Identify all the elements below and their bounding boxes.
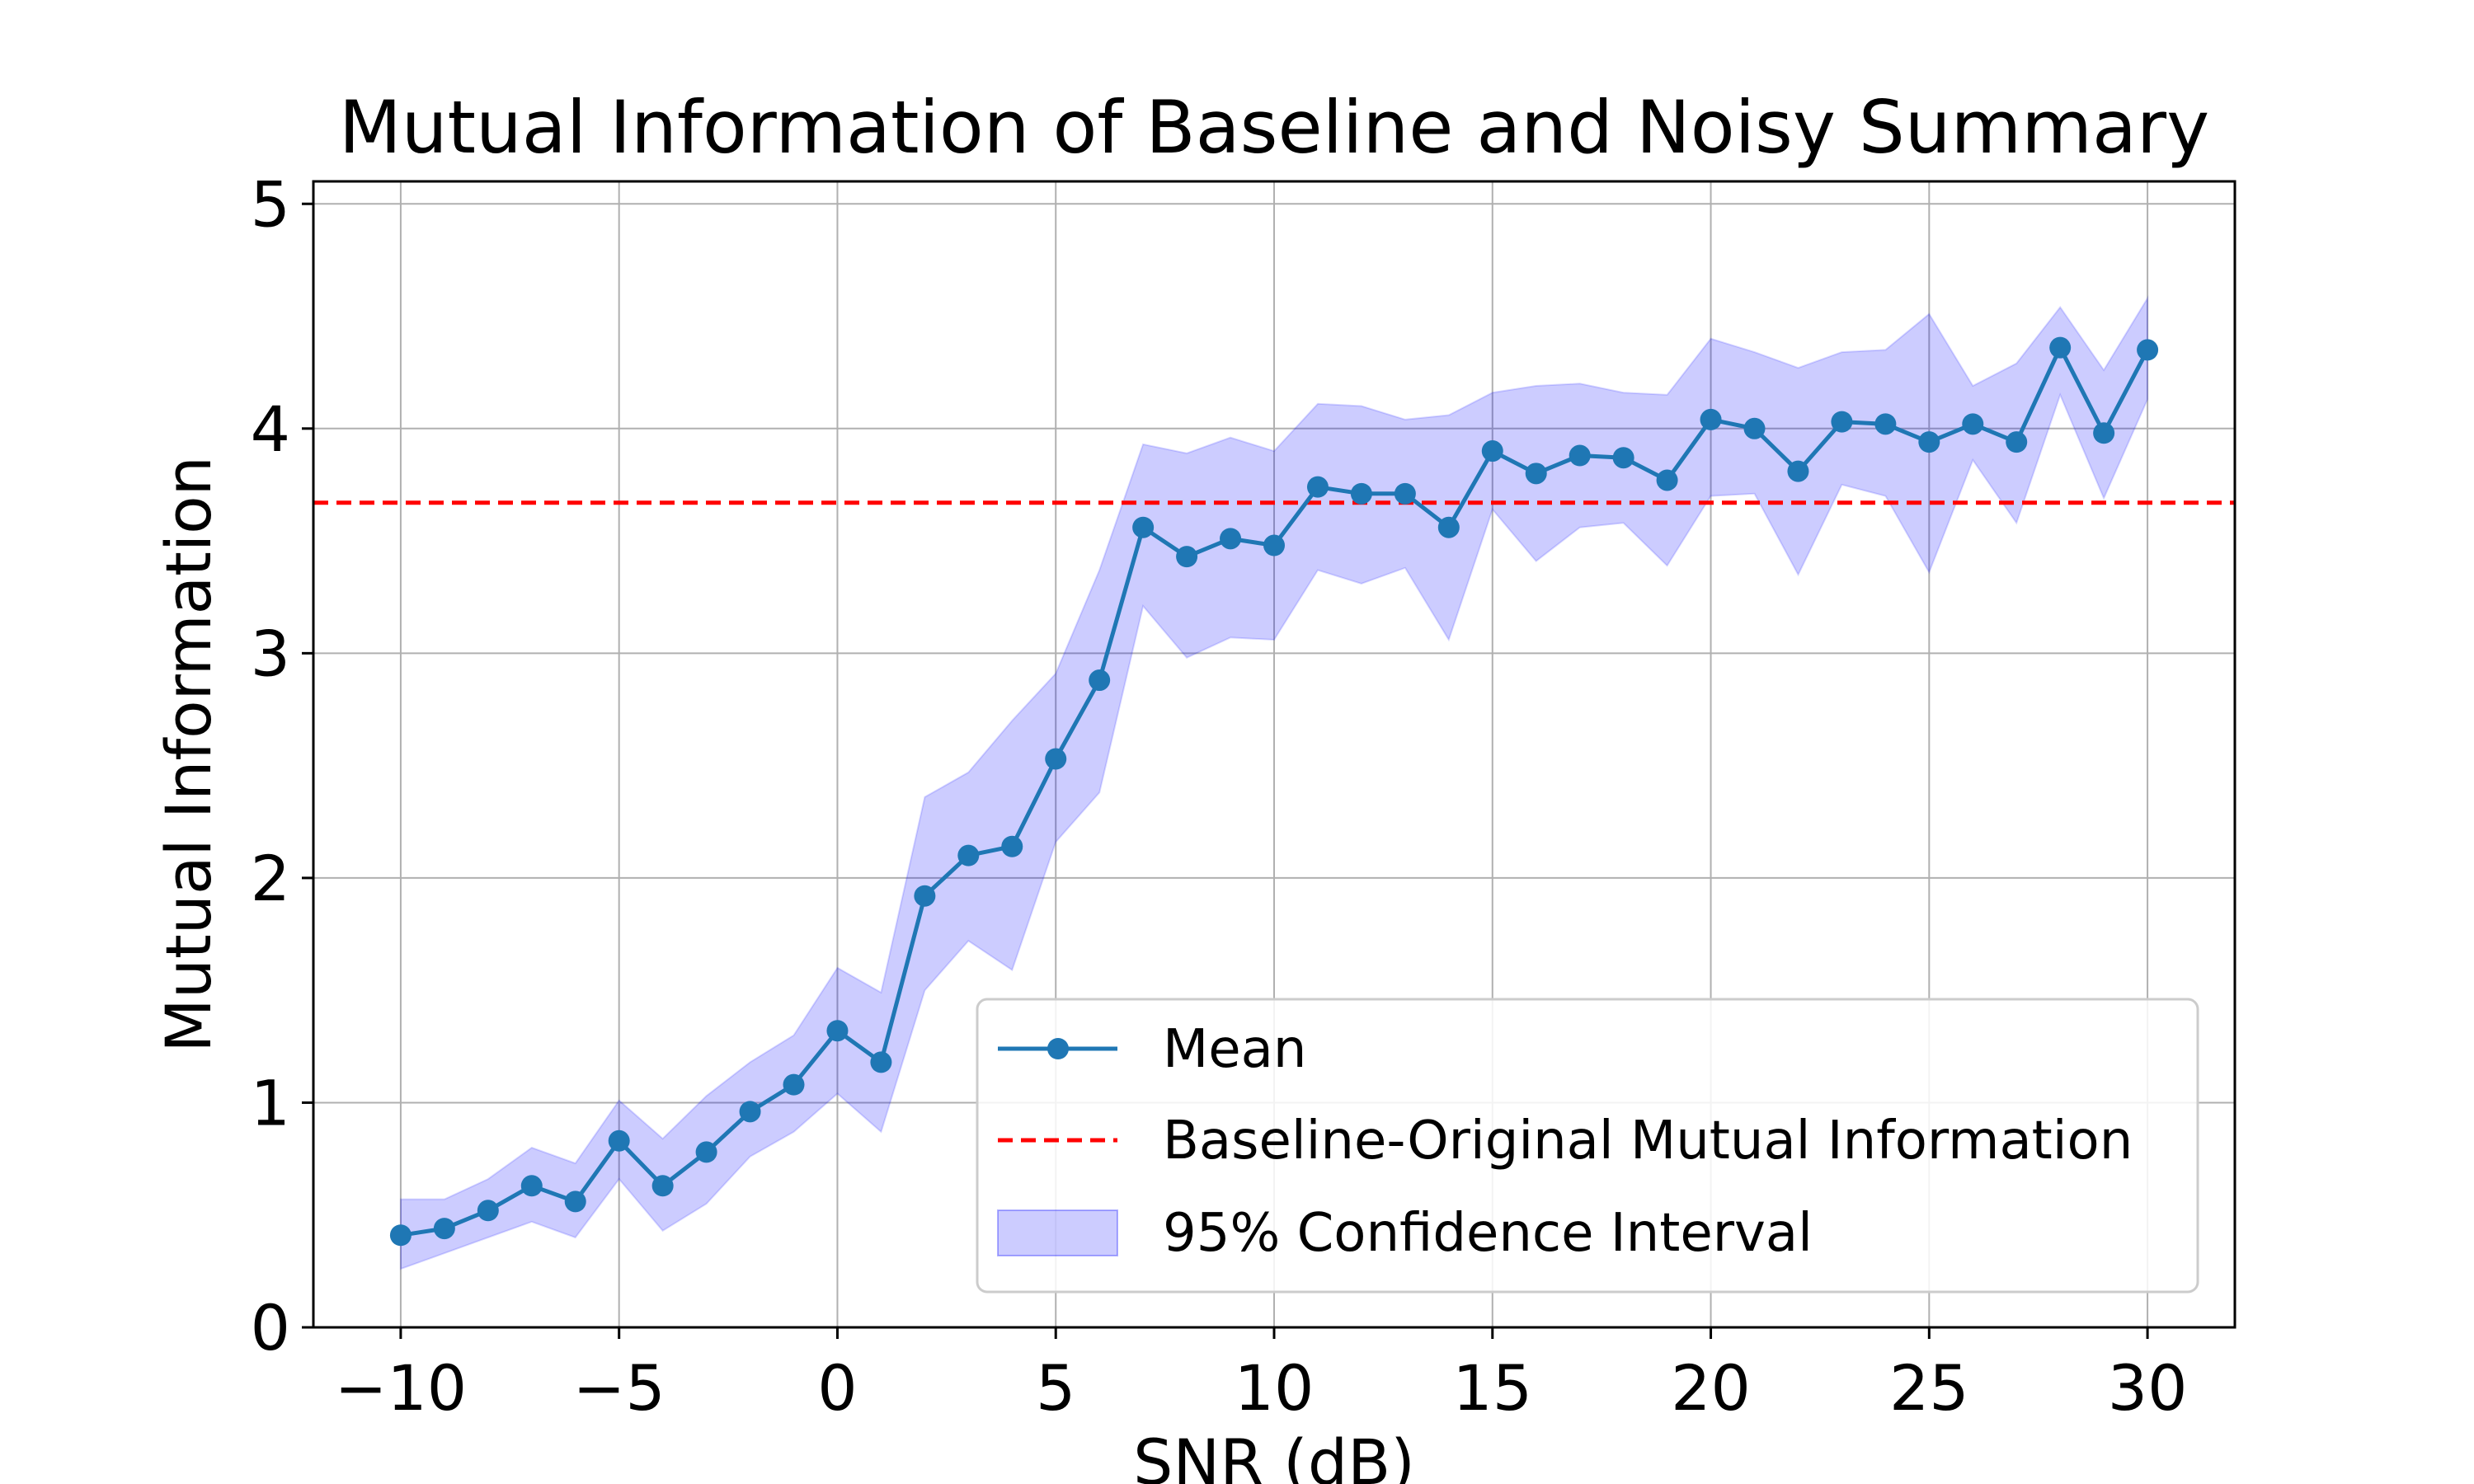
mean-point [826,1020,849,1042]
x-tick-label: 15 [1452,1351,1532,1425]
x-tick-label: 30 [2108,1351,2188,1425]
mean-point [1569,444,1591,467]
mean-point [1481,440,1503,463]
mean-point [1656,469,1678,491]
legend: Mean Baseline-Original Mutual Informatio… [976,998,2199,1294]
x-tick-label: −10 [335,1351,467,1425]
mean-point [651,1175,674,1197]
x-tick-label: 10 [1235,1351,1315,1425]
mean-point [2137,339,2159,361]
y-axis-label: Mutual Information [152,456,225,1052]
legend-box [976,998,2199,1294]
legend-ci-label: 95% Confidence Interval [1163,1203,1813,1264]
legend-baseline-label: Baseline-Original Mutual Information [1163,1111,2133,1172]
chart-title: Mutual Information of Baseline and Noisy… [339,85,2209,170]
mean-point [957,844,980,866]
mean-point [1350,482,1372,505]
y-tick-label: 2 [251,842,290,915]
y-tick-label: 0 [251,1291,290,1364]
x-axis-ticks: −10 −5 0 5 10 15 20 25 30 [335,1327,2188,1425]
mean-point [1089,669,1111,692]
mean-point [1743,417,1766,439]
mean-point [2006,431,2028,453]
x-tick-label: 5 [1036,1351,1075,1425]
y-tick-label: 3 [251,617,290,690]
mean-point [389,1224,412,1247]
mean-point [1306,476,1329,498]
y-tick-label: 4 [251,392,290,466]
mean-point [1263,534,1285,556]
mean-point [1437,516,1460,538]
x-axis-label: SNR (dB) [1133,1425,1415,1484]
mean-point [2093,422,2115,444]
mean-point [1045,748,1067,770]
mean-point [608,1129,630,1152]
y-tick-label: 5 [251,167,290,241]
mean-series [389,336,2159,1247]
mean-point [914,885,936,907]
x-tick-label: 20 [1671,1351,1751,1425]
mean-point [433,1218,455,1240]
mean-point [870,1051,892,1073]
mean-point [1831,411,1853,433]
mean-point [739,1101,761,1123]
mean-point [695,1141,717,1163]
mean-point [1874,413,1897,435]
mean-point [1220,528,1242,550]
legend-mean-label: Mean [1163,1019,1306,1080]
y-axis-ticks: 0 1 2 3 4 5 [251,167,313,1364]
y-tick-label: 1 [251,1066,290,1139]
mean-point [1700,408,1722,430]
mean-point [1918,431,1940,453]
mean-point [1132,516,1155,538]
legend-ci-swatch [997,1209,1118,1256]
mean-point [2049,336,2072,359]
mean-point [783,1073,805,1096]
x-tick-label: 25 [1889,1351,1969,1425]
mean-point [1787,460,1809,482]
mean-point [1612,447,1634,469]
mean-point [1525,463,1547,485]
mean-point [1001,835,1023,857]
mean-point [477,1200,499,1222]
legend-mean-marker [1047,1038,1069,1059]
mean-point [1962,413,1984,435]
mean-point [520,1175,543,1197]
x-tick-label: 0 [817,1351,857,1425]
mean-point [1176,546,1198,568]
mean-point [564,1190,586,1213]
mean-point [1394,482,1416,505]
x-tick-label: −5 [573,1351,666,1425]
